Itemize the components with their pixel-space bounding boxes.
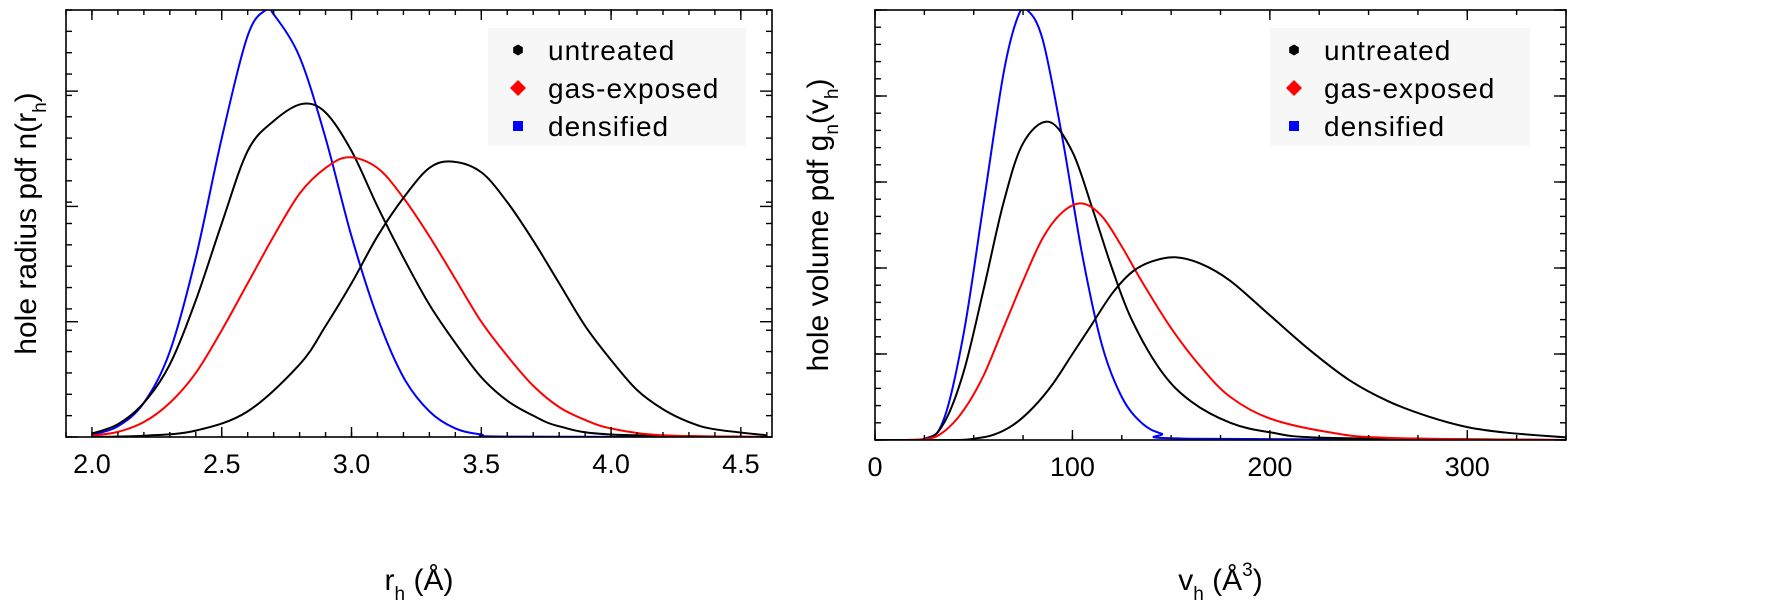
legend-box bbox=[1270, 28, 1530, 146]
legend-marker-square bbox=[513, 121, 523, 131]
series-line-2 bbox=[91, 156, 767, 437]
legend-label: densified bbox=[1324, 111, 1445, 142]
x-tick-label: 100 bbox=[1050, 452, 1095, 482]
series-line-0 bbox=[91, 10, 767, 437]
x-axis-label: rh (Å) bbox=[385, 564, 454, 605]
legend: untreated gas-exposed densified bbox=[1270, 28, 1530, 146]
y-axis-label: hole volume pdf gn(vh) bbox=[802, 79, 843, 372]
legend-label: untreated bbox=[1324, 35, 1451, 66]
series-line-3 bbox=[91, 160, 767, 437]
legend-marker-hexagon bbox=[1289, 44, 1299, 56]
x-axis-label: vh (Å3) bbox=[1178, 560, 1263, 605]
series-line-1 bbox=[91, 102, 767, 437]
x-tick-label: 200 bbox=[1247, 452, 1292, 482]
x-tick-label: 4.0 bbox=[592, 449, 630, 479]
legend-marker-diamond bbox=[1286, 80, 1302, 96]
x-tick-label: 4.5 bbox=[722, 449, 760, 479]
x-tick-label: 0 bbox=[867, 452, 882, 482]
curves bbox=[875, 10, 1566, 440]
radius-pdf-chart: 2.0 2.5 3.0 3.5 4.0 4.5 rh (Å) hole radius pdf … bbox=[10, 9, 773, 605]
series-line-0 bbox=[875, 10, 1566, 440]
x-tick-label: 2.0 bbox=[73, 449, 111, 479]
x-tick-label: 3.5 bbox=[463, 449, 501, 479]
volume-pdf-chart: 0 100 200 300 vh (Å3) hole volume pdf gn(vh) u… bbox=[802, 9, 1567, 605]
legend-marker-hexagon bbox=[513, 44, 523, 56]
legend-box bbox=[488, 28, 746, 146]
legend-label: untreated bbox=[548, 35, 675, 66]
x-tick-label: 3.0 bbox=[333, 449, 371, 479]
series-line-1 bbox=[875, 120, 1566, 440]
legend-label: gas-exposed bbox=[1324, 73, 1495, 104]
x-tick-label: 2.5 bbox=[203, 449, 241, 479]
x-tick-label: 300 bbox=[1445, 452, 1490, 482]
legend-label: gas-exposed bbox=[548, 73, 719, 104]
legend: untreated gas-exposed densified bbox=[488, 28, 746, 146]
series-line-3 bbox=[875, 256, 1566, 440]
legend-label: densified bbox=[548, 111, 669, 142]
curves bbox=[91, 10, 767, 437]
legend-marker-diamond bbox=[510, 80, 526, 96]
y-axis-label: hole radius pdf n(rh) bbox=[10, 92, 51, 354]
series-line-2 bbox=[875, 202, 1566, 440]
legend-marker-square bbox=[1289, 121, 1299, 131]
